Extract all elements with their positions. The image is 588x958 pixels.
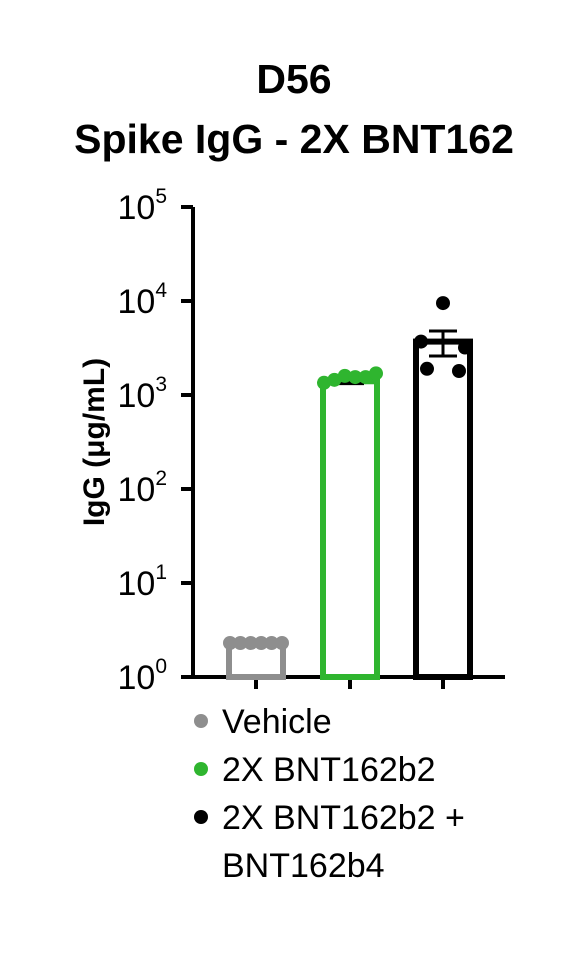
data-point: [414, 334, 428, 349]
legend-marker: [194, 714, 208, 728]
y-tick-label: 105: [117, 185, 167, 227]
data-point: [254, 635, 269, 650]
data-point: [369, 366, 383, 381]
legend-marker: [194, 762, 208, 776]
y-axis-title: IgG (μg/mL): [78, 358, 111, 526]
y-tick-label: 102: [117, 467, 167, 509]
data-point: [458, 340, 472, 355]
bar: [320, 378, 380, 680]
bar: [226, 639, 286, 680]
data-point: [348, 370, 363, 385]
data-point: [452, 364, 466, 379]
data-point: [275, 635, 289, 650]
y-tick-label: 104: [117, 279, 167, 321]
data-point: [243, 635, 258, 650]
y-tick-label: 101: [117, 561, 167, 603]
chart-title: D56: [256, 56, 332, 102]
data-point: [337, 368, 352, 383]
legend-label: 2X BNT162b2: [222, 751, 436, 789]
y-tick-label: 100: [117, 655, 167, 697]
data-point: [233, 635, 248, 650]
chart-subtitle: Spike IgG - 2X BNT162: [74, 116, 514, 162]
legend-label: Vehicle: [222, 703, 332, 741]
legend-label: BNT162b4: [222, 847, 385, 885]
y-tick-label: 103: [117, 373, 167, 415]
bar: [413, 338, 473, 680]
legend-label: 2X BNT162b2 +: [222, 799, 465, 837]
data-point: [223, 635, 237, 650]
data-point: [436, 296, 450, 311]
data-point: [264, 635, 279, 650]
legend-marker: [194, 810, 208, 824]
data-point: [420, 361, 434, 376]
